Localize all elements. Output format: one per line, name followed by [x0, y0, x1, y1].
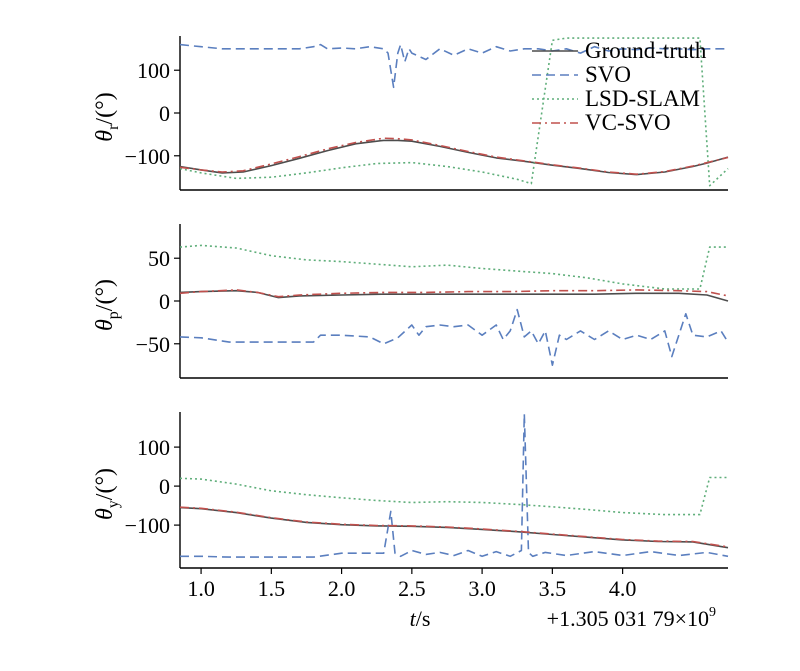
series-line-svo — [179, 43, 728, 89]
y-tick-label: −50 — [136, 332, 170, 357]
series-line-vc-svo — [179, 506, 729, 548]
y-tick-label: 0 — [159, 474, 170, 499]
y-tick-label: 50 — [148, 246, 170, 271]
legend-label: Ground-truth — [585, 38, 707, 63]
series-line-ground-truth — [179, 139, 729, 176]
legend-label: SVO — [585, 62, 631, 87]
y-tick-label: 0 — [159, 101, 170, 126]
y-tick-label: 100 — [137, 58, 170, 83]
y-tick-label: 100 — [137, 435, 170, 460]
x-axis-labels: 1.0 1.5 2.0 2.5 3.0 3.5 4.0 t/s +1.305 031 79×10… — [187, 568, 716, 631]
x-tick-label: 1.5 — [258, 576, 286, 601]
y-tick-label: −100 — [125, 513, 170, 538]
x-axis-label: t/s — [410, 606, 431, 631]
x-tick-label: 3.0 — [468, 576, 496, 601]
y-tick-label: 0 — [159, 289, 170, 314]
series-line-svo — [179, 308, 729, 367]
x-tick-label: 2.5 — [398, 576, 426, 601]
x-tick-label: 3.5 — [539, 576, 567, 601]
x-tick-label: 1.0 — [187, 576, 215, 601]
series-line-lsd-slam — [179, 244, 728, 290]
series-line-lsd-slam — [179, 476, 728, 516]
series-line-svo — [180, 413, 729, 558]
y-axis-label: θp/(°) — [92, 279, 122, 331]
series-line-vc-svo — [179, 289, 729, 298]
y-tick-label: −100 — [125, 144, 170, 169]
x-tick-label: 2.0 — [328, 576, 356, 601]
y-axis-label: θy/(°) — [92, 468, 122, 520]
legend-label: LSD-SLAM — [585, 86, 700, 111]
series-line-ground-truth — [179, 506, 729, 549]
pitch-panel: 50 0 −50 θp/(°) — [92, 224, 729, 379]
y-axis-label: θr/(°) — [92, 92, 122, 141]
series-line-lsd-slam — [179, 37, 729, 187]
legend-label: VC-SVO — [585, 110, 671, 135]
x-tick-label: 4.0 — [609, 576, 637, 601]
x-offset-label: +1.305 031 79×109 — [547, 605, 716, 631]
series-line-vc-svo — [179, 137, 729, 175]
